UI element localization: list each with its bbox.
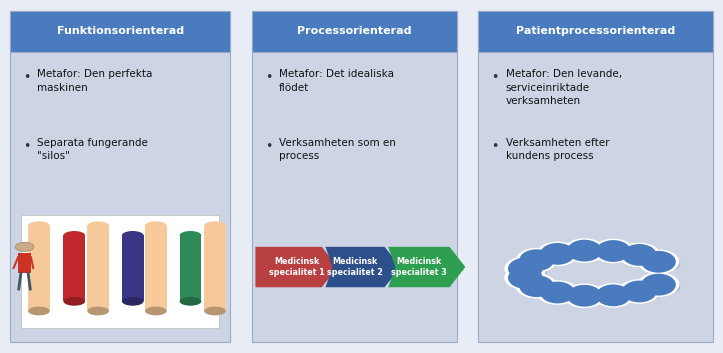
FancyBboxPatch shape	[64, 235, 85, 301]
Ellipse shape	[87, 307, 109, 315]
Ellipse shape	[508, 258, 543, 280]
Ellipse shape	[543, 248, 579, 264]
Ellipse shape	[540, 282, 575, 304]
Ellipse shape	[540, 243, 575, 265]
Ellipse shape	[122, 297, 144, 306]
Ellipse shape	[599, 289, 635, 306]
Ellipse shape	[570, 290, 607, 306]
Ellipse shape	[570, 245, 607, 261]
Text: Processorienterad: Processorienterad	[297, 26, 412, 36]
Ellipse shape	[536, 280, 578, 305]
Polygon shape	[388, 247, 466, 287]
Ellipse shape	[515, 248, 557, 273]
Ellipse shape	[596, 285, 630, 306]
FancyBboxPatch shape	[252, 11, 458, 52]
Ellipse shape	[122, 231, 144, 240]
Ellipse shape	[567, 285, 602, 307]
Ellipse shape	[522, 254, 558, 270]
Text: Verksamheten som en
process: Verksamheten som en process	[279, 138, 396, 161]
FancyBboxPatch shape	[10, 11, 230, 52]
Ellipse shape	[179, 231, 201, 240]
Ellipse shape	[508, 267, 543, 289]
Ellipse shape	[641, 274, 676, 295]
Polygon shape	[325, 247, 401, 287]
Ellipse shape	[543, 286, 579, 303]
Text: Metafor: Den levande,
serviceinriktade
verksamheten: Metafor: Den levande, serviceinriktade v…	[506, 69, 622, 107]
Ellipse shape	[563, 283, 605, 308]
Ellipse shape	[622, 281, 656, 303]
Text: •: •	[265, 71, 272, 84]
Ellipse shape	[563, 238, 605, 263]
Ellipse shape	[505, 265, 547, 290]
Text: Metafor: Det idealiska
flödet: Metafor: Det idealiska flödet	[279, 69, 394, 93]
Ellipse shape	[510, 263, 547, 279]
FancyBboxPatch shape	[28, 226, 50, 311]
Text: Patientprocessorienterad: Patientprocessorienterad	[516, 26, 675, 36]
Ellipse shape	[599, 245, 635, 261]
Ellipse shape	[592, 239, 634, 263]
Ellipse shape	[536, 241, 578, 266]
Ellipse shape	[179, 297, 201, 306]
FancyBboxPatch shape	[18, 253, 31, 273]
Ellipse shape	[618, 243, 660, 267]
Ellipse shape	[204, 221, 226, 230]
FancyBboxPatch shape	[204, 226, 226, 311]
Text: •: •	[265, 139, 272, 152]
Ellipse shape	[519, 249, 554, 271]
Text: •: •	[492, 139, 499, 152]
Ellipse shape	[505, 256, 547, 281]
Text: Metafor: Den perfekta
maskinen: Metafor: Den perfekta maskinen	[38, 69, 153, 93]
Ellipse shape	[641, 251, 676, 273]
FancyBboxPatch shape	[21, 215, 219, 328]
Text: •: •	[23, 71, 30, 84]
Text: •: •	[492, 71, 499, 84]
Text: •: •	[23, 139, 30, 152]
Ellipse shape	[644, 256, 680, 272]
Ellipse shape	[145, 221, 167, 230]
FancyBboxPatch shape	[10, 11, 230, 342]
Ellipse shape	[618, 279, 660, 304]
FancyBboxPatch shape	[179, 235, 201, 301]
FancyBboxPatch shape	[479, 11, 713, 342]
FancyBboxPatch shape	[87, 226, 109, 311]
Text: Funktionsorienterad: Funktionsorienterad	[56, 26, 184, 36]
Ellipse shape	[87, 221, 109, 230]
FancyBboxPatch shape	[122, 235, 144, 301]
Ellipse shape	[204, 307, 226, 315]
Ellipse shape	[64, 297, 85, 306]
Ellipse shape	[638, 250, 680, 274]
Ellipse shape	[515, 274, 557, 299]
Polygon shape	[255, 247, 338, 287]
Ellipse shape	[596, 240, 630, 262]
FancyBboxPatch shape	[479, 11, 713, 52]
Text: Medicinsk
specialitet 3: Medicinsk specialitet 3	[391, 257, 447, 277]
Ellipse shape	[644, 279, 680, 295]
Ellipse shape	[28, 307, 50, 315]
Text: Medicinsk
specialitet 2: Medicinsk specialitet 2	[327, 257, 383, 277]
Ellipse shape	[625, 249, 661, 265]
Circle shape	[15, 242, 34, 251]
Ellipse shape	[64, 231, 85, 240]
Ellipse shape	[567, 240, 602, 262]
Text: Separata fungerande
"silos": Separata fungerande "silos"	[38, 138, 148, 161]
Text: Medicinsk
specialitet 1: Medicinsk specialitet 1	[269, 257, 325, 277]
Ellipse shape	[592, 283, 634, 308]
Ellipse shape	[145, 307, 167, 315]
Ellipse shape	[522, 280, 558, 297]
FancyBboxPatch shape	[145, 226, 167, 311]
Ellipse shape	[638, 272, 680, 297]
Ellipse shape	[510, 272, 547, 288]
Text: Verksamheten efter
kundens process: Verksamheten efter kundens process	[506, 138, 609, 161]
Ellipse shape	[622, 244, 656, 266]
Ellipse shape	[519, 275, 554, 297]
Ellipse shape	[625, 285, 661, 302]
FancyBboxPatch shape	[252, 11, 458, 342]
Ellipse shape	[28, 221, 50, 230]
